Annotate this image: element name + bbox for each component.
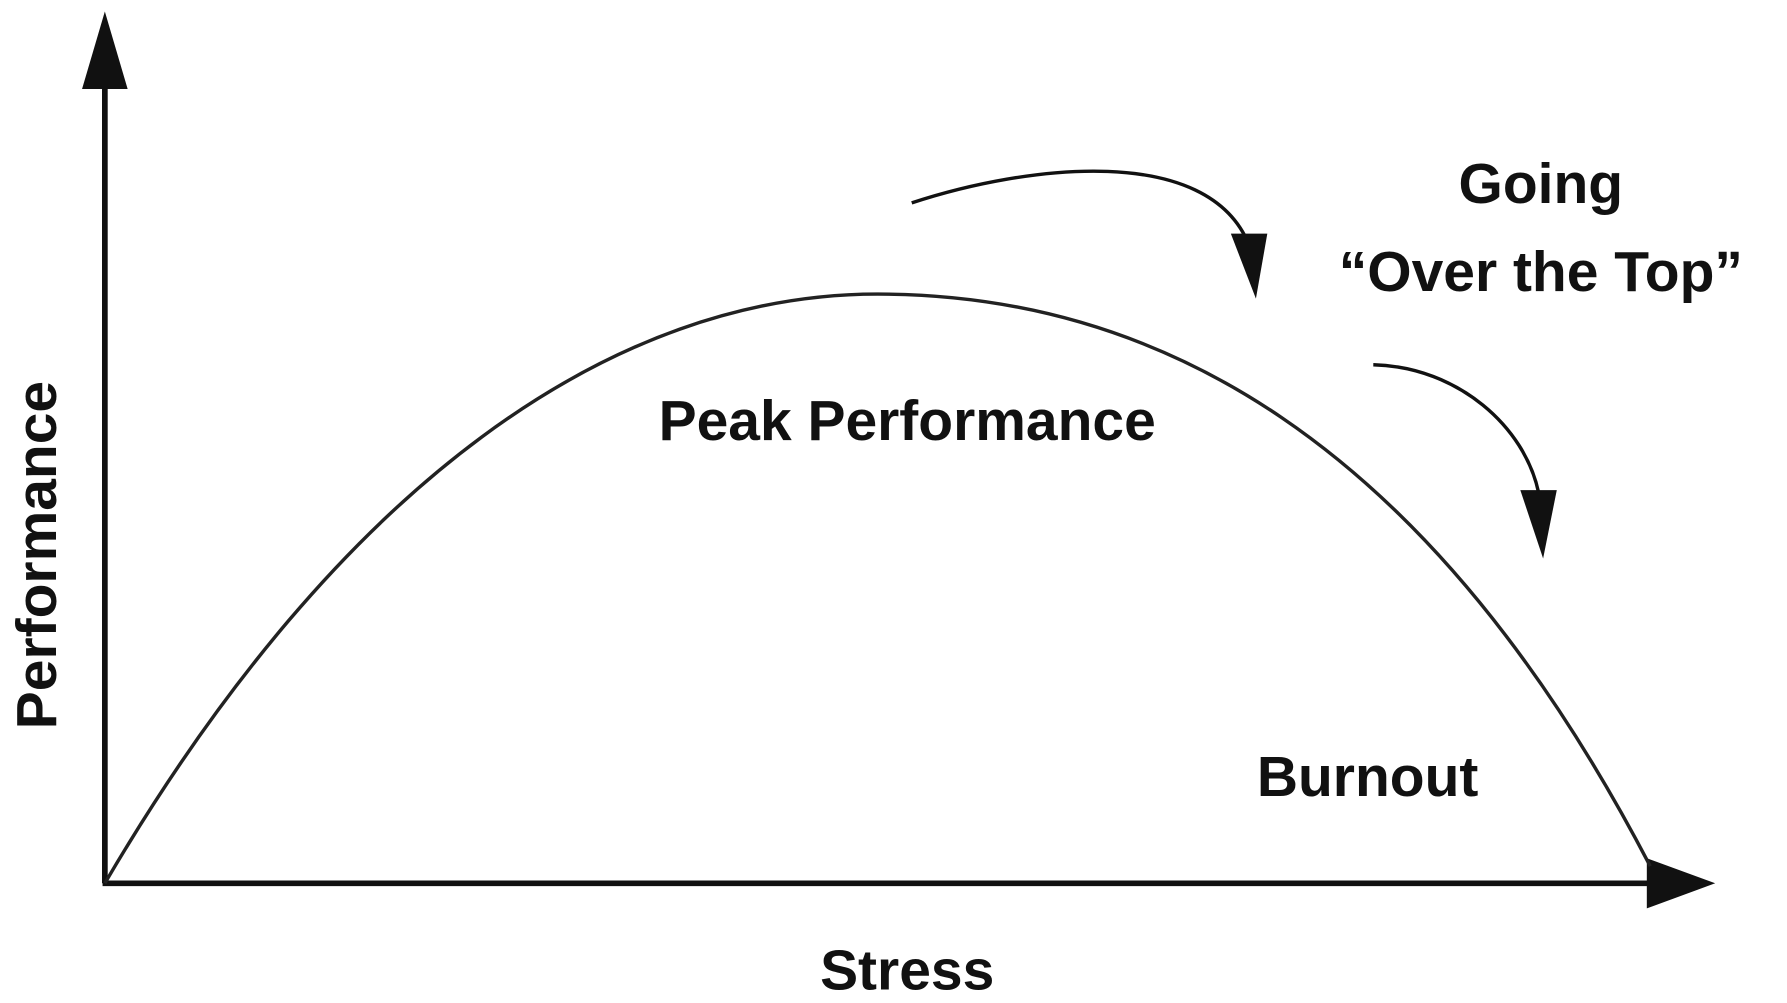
annotation: “Over the Top”: [1339, 240, 1743, 304]
x-axis-arrowhead: [1646, 858, 1716, 909]
annotation: Burnout: [1257, 745, 1479, 809]
arrowhead: [1230, 233, 1268, 299]
curved-arrow: [1373, 363, 1541, 493]
arrowhead: [1520, 490, 1557, 559]
y-axis-arrowhead: [82, 11, 128, 89]
x-axis-label: Stress: [820, 939, 994, 1003]
annotation: Peak Performance: [659, 389, 1156, 453]
y-axis-label: Performance: [5, 381, 69, 729]
curved-arrow: [911, 169, 1251, 246]
performance-curve: [103, 292, 1652, 885]
annotation: Going: [1459, 152, 1624, 216]
